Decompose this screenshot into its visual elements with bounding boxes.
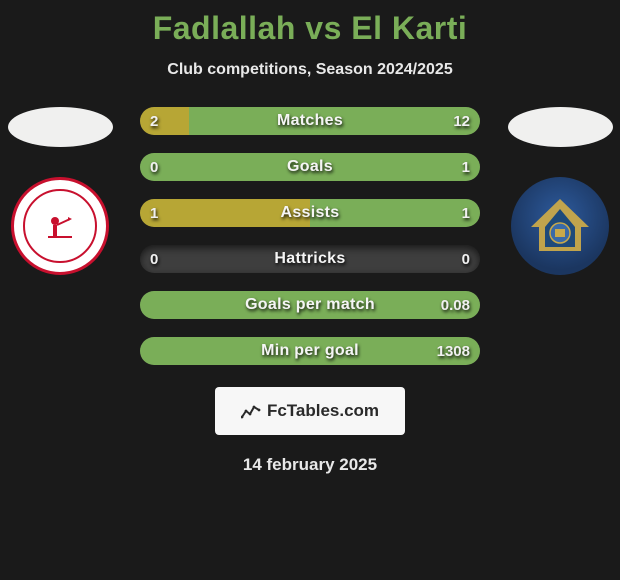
- club-badge-left-icon: [40, 205, 80, 248]
- stat-row: Min per goal1308: [140, 337, 480, 365]
- stat-value-right: 0: [462, 245, 470, 273]
- stat-label: Min per goal: [140, 337, 480, 365]
- club-badge-right: [511, 177, 609, 275]
- stats-bars: Matches212Goals01Assists11Hattricks00Goa…: [140, 107, 480, 365]
- stat-value-left: 0: [150, 153, 158, 181]
- stat-value-right: 1: [462, 153, 470, 181]
- stat-row: Goals per match0.08: [140, 291, 480, 319]
- stat-value-right: 1: [462, 199, 470, 227]
- stat-label: Goals: [140, 153, 480, 181]
- stat-label: Matches: [140, 107, 480, 135]
- stat-value-right: 1308: [437, 337, 470, 365]
- player-right-avatar: [508, 107, 613, 147]
- player-left-column: [0, 107, 120, 275]
- comparison-subtitle: Club competitions, Season 2024/2025: [0, 61, 620, 79]
- stat-value-left: 2: [150, 107, 158, 135]
- chart-icon: [241, 403, 261, 419]
- stat-row: Goals0 1: [140, 153, 480, 181]
- player-left-avatar: [8, 107, 113, 147]
- stat-value-left: 1: [150, 199, 158, 227]
- stat-row: Hattricks0 0: [140, 245, 480, 273]
- stat-value-right: 12: [453, 107, 470, 135]
- player-right-column: [500, 107, 620, 275]
- stat-value-left: 0: [150, 245, 158, 273]
- comparison-content: Matches212Goals01Assists11Hattricks00Goa…: [0, 107, 620, 365]
- footer-brand-text: FcTables.com: [267, 401, 379, 421]
- stat-label: Hattricks: [140, 245, 480, 273]
- footer-date: 14 february 2025: [0, 455, 620, 475]
- club-badge-right-icon: [511, 177, 609, 275]
- club-badge-left: [11, 177, 109, 275]
- stat-label: Goals per match: [140, 291, 480, 319]
- stat-label: Assists: [140, 199, 480, 227]
- comparison-title: Fadlallah vs El Karti: [0, 0, 620, 47]
- stat-row: Matches2 12: [140, 107, 480, 135]
- footer-brand-box: FcTables.com: [215, 387, 405, 435]
- stat-row: Assists1 1: [140, 199, 480, 227]
- stat-value-right: 0.08: [441, 291, 470, 319]
